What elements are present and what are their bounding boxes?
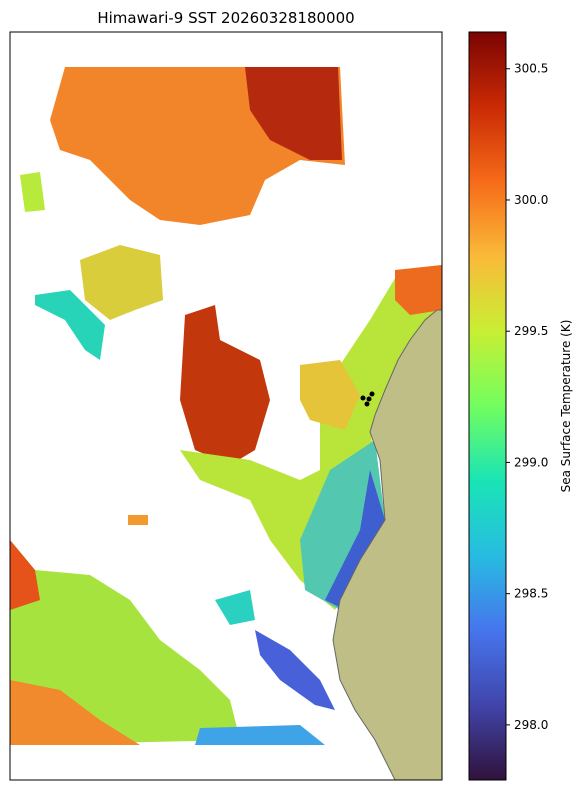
chart-title: Himawari-9 SST 20260328180000 [97,9,354,27]
colorbar-tick-label: 300.5 [514,62,548,76]
station-markers [360,391,375,407]
colorbar [468,31,507,781]
map-frame [9,31,443,781]
land [332,309,443,781]
colorbar-tick-label: 299.0 [514,455,548,469]
colorbar-tick-label: 299.5 [514,324,548,338]
colorbar-tick-label: 300.0 [514,193,548,207]
colorbar-label: Sea Surface Temperature (K) [559,320,573,493]
colorbar-tick-label: 298.5 [514,587,548,601]
sst-field [10,67,442,745]
colorbar-tick-label: 298.0 [514,718,548,732]
